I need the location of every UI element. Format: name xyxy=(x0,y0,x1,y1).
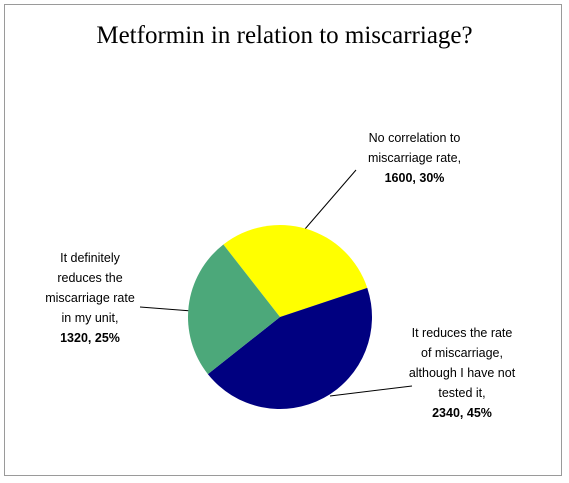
category-label: It reduces the rate of miscarriage, alth… xyxy=(408,326,516,400)
value-label: 1600, 30% xyxy=(384,171,445,185)
slice-label: It reduces the rate of miscarriage, alth… xyxy=(406,323,518,423)
chart-title: Metformin in relation to miscarriage? xyxy=(96,22,473,49)
leader-line xyxy=(139,306,193,312)
pie-slice xyxy=(207,287,373,410)
slice-label: It definitely reduces the miscarriage ra… xyxy=(40,248,140,348)
leader-line xyxy=(329,385,413,397)
category-label: No correlation to miscarriage rate, xyxy=(367,131,462,165)
slice-label: No correlation to miscarriage rate, 1600,… xyxy=(362,128,467,188)
value-label: 2340, 45% xyxy=(432,406,492,420)
pie-slice xyxy=(188,244,280,375)
pie-slice xyxy=(223,224,368,317)
category-label: It definitely reduces the miscarriage ra… xyxy=(45,251,135,325)
chart-frame xyxy=(4,4,562,476)
leader-line xyxy=(304,169,357,230)
value-label: 1320, 25% xyxy=(60,331,120,345)
